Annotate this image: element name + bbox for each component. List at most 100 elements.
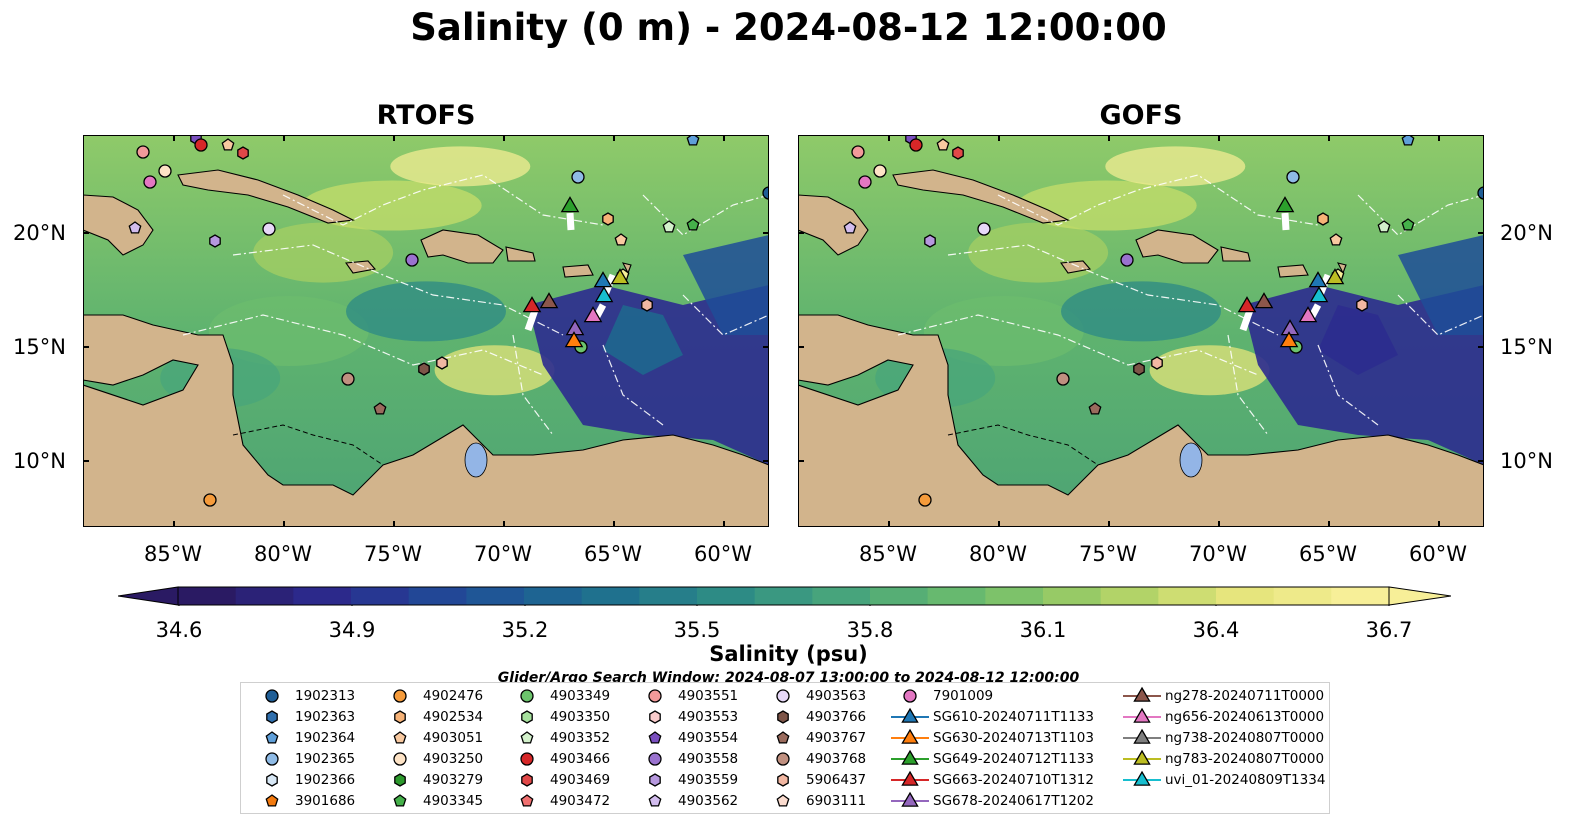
legend-marker-icon — [393, 689, 407, 703]
legend-label: ng783-20240807T0000 — [1165, 750, 1325, 767]
lon-tick-label: 75°W — [1079, 542, 1137, 566]
legend-marker-icon — [265, 731, 279, 744]
float-marker — [1088, 402, 1102, 415]
float-marker — [1477, 186, 1484, 200]
legend-entry: 4903559 — [634, 769, 738, 790]
colorbar-bin — [408, 587, 467, 605]
legend-marker-icon — [266, 773, 278, 787]
legend-marker-icon — [394, 773, 406, 787]
colorbar-bin — [581, 587, 640, 605]
float-marker — [1329, 233, 1343, 246]
legend-marker-icon — [520, 794, 534, 807]
colorbar-tick-label: 34.9 — [328, 618, 376, 642]
legend-entry: 4903345 — [379, 790, 483, 811]
colorbar-bin — [1158, 587, 1217, 605]
float-marker — [341, 372, 355, 386]
legend-marker-icon — [776, 794, 790, 807]
float-marker — [136, 145, 150, 159]
colorbar-bin — [697, 587, 756, 605]
legend-marker-icon — [891, 791, 929, 807]
legend-label: 4903352 — [550, 729, 611, 746]
legend-label: 4903279 — [423, 771, 484, 788]
float-marker — [571, 170, 585, 184]
legend-label: uvi_01-20240809T1334 — [1165, 771, 1326, 788]
figure-title: Salinity (0 m) - 2024-08-12 12:00:00 — [410, 6, 1167, 49]
lat-tick-label: 20°N — [13, 221, 66, 245]
legend-entry: 7901009 — [889, 685, 993, 706]
legend-entry: ng278-20240711T0000 — [1121, 685, 1324, 706]
legend-entry: 4903558 — [634, 748, 738, 769]
float-marker — [262, 222, 276, 236]
colorbar-bin — [927, 587, 986, 605]
legend-label: ng738-20240807T0000 — [1165, 729, 1325, 746]
float-marker — [686, 218, 700, 231]
legend-marker-icon — [520, 689, 534, 703]
map-rtofs[interactable] — [83, 135, 769, 527]
legend-marker-icon — [394, 710, 406, 724]
colorbar-tick-label: 36.4 — [1192, 618, 1240, 642]
map-gofs[interactable] — [798, 135, 1484, 527]
legend-label: 3901686 — [295, 792, 356, 809]
float-marker — [924, 234, 936, 248]
legend-marker-icon — [393, 794, 407, 807]
legend-marker-icon — [648, 752, 662, 766]
float-marker — [1401, 135, 1415, 146]
float-marker — [952, 146, 964, 160]
float-marker — [851, 145, 865, 159]
legend-label: 6903111 — [806, 792, 867, 809]
legend-entry: 1902313 — [251, 685, 355, 706]
float-marker — [1286, 170, 1300, 184]
lon-tick-label: 65°W — [1299, 542, 1357, 566]
legend-entry: ng738-20240807T0000 — [1121, 727, 1324, 748]
legend-marker-icon — [520, 731, 534, 744]
legend-entry: 5906437 — [762, 769, 866, 790]
colorbar-bin — [293, 587, 352, 605]
legend-entry: SG630-20240713T1103 — [889, 727, 1094, 748]
legend-marker-icon — [1123, 728, 1161, 744]
legend-marker-icon — [521, 710, 533, 724]
float-marker — [1317, 212, 1329, 226]
float-marker — [918, 493, 932, 507]
legend-entry: 4903250 — [379, 748, 483, 769]
colorbar-bin — [1100, 587, 1159, 605]
lon-tick-label: 60°W — [694, 542, 752, 566]
colorbar-bin — [639, 587, 698, 605]
legend-marker-icon — [1123, 770, 1161, 786]
legend-label: 4903551 — [678, 687, 739, 704]
legend-label: 4902476 — [423, 687, 484, 704]
legend-marker-icon — [520, 752, 534, 766]
legend-marker-icon — [777, 710, 789, 724]
colorbar — [117, 586, 1452, 610]
float-marker — [641, 298, 653, 312]
colorbar-bin — [812, 587, 871, 605]
legend-label: 1902364 — [295, 729, 356, 746]
colorbar-bin — [1216, 587, 1275, 605]
legend-entry: 4902534 — [379, 706, 483, 727]
legend-marker-icon — [1123, 686, 1161, 702]
glider-marker — [593, 271, 613, 288]
legend-label: ng656-20240613T0000 — [1165, 708, 1325, 725]
legend-marker-icon — [776, 752, 790, 766]
legend-entry: SG649-20240712T1133 — [889, 748, 1094, 769]
legend-entry: ng656-20240613T0000 — [1121, 706, 1324, 727]
legend-entry: 4903554 — [634, 727, 738, 748]
legend-marker-icon — [649, 773, 661, 787]
lon-tick-label: 70°W — [1189, 542, 1247, 566]
colorbar-bin — [178, 587, 237, 605]
float-marker — [158, 164, 172, 178]
legend-label: SG630-20240713T1103 — [933, 729, 1094, 746]
legend-marker-icon — [891, 749, 929, 765]
legend-label: 4903768 — [806, 750, 867, 767]
legend-entry: SG663-20240710T1312 — [889, 769, 1094, 790]
legend-entry: 6903111 — [762, 790, 866, 811]
lat-tick-label: 15°N — [1500, 335, 1553, 359]
legend-entry: 4903766 — [762, 706, 866, 727]
lon-tick-label: 70°W — [474, 542, 532, 566]
glider-marker — [539, 292, 559, 309]
float-marker — [405, 253, 419, 267]
legend-entry: SG678-20240617T1202 — [889, 790, 1094, 811]
float-marker — [858, 175, 872, 189]
lon-tick-label: 65°W — [584, 542, 642, 566]
glider-marker — [1254, 292, 1274, 309]
legend-entry: SG610-20240711T1133 — [889, 706, 1094, 727]
